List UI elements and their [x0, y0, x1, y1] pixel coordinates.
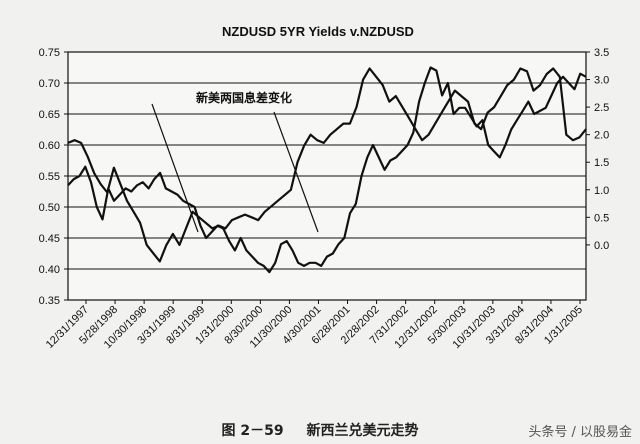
series-group [67, 66, 587, 274]
right-axis-ticks: 0.0 0.5 1.0 1.5 2.0 2.5 3.0 3.5 [586, 47, 609, 252]
annotation-arrow-right [273, 111, 319, 233]
right-tick-label: 1.5 [594, 157, 609, 169]
watermark: 头条号 / 以股易金 [528, 425, 632, 440]
left-tick-label: 0.75 [39, 47, 60, 59]
right-tick-label: 3.0 [594, 75, 609, 87]
left-tick-label: 0.35 [39, 295, 60, 307]
chart-title: NZDUSD 5YR Yields v.NZDUSD [222, 24, 414, 39]
left-tick-label: 0.40 [39, 264, 60, 276]
right-tick-label: 3.5 [594, 47, 609, 59]
right-tick-label: 0.0 [594, 240, 609, 252]
right-tick-label: 0.5 [594, 212, 609, 224]
right-tick-label: 2.0 [594, 130, 609, 142]
series-line-nzdusd [67, 66, 587, 274]
left-tick-label: 0.45 [39, 233, 60, 245]
left-tick-label: 0.65 [39, 109, 60, 121]
left-tick-label: 0.55 [39, 171, 60, 183]
annotation-group: 新美两国息差变化 [151, 90, 319, 233]
right-tick-label: 1.0 [594, 185, 609, 197]
figure-caption: 图 2－59 新西兰兑美元走势 [0, 420, 640, 440]
caption-number: 图 2－59 [221, 423, 284, 439]
series-line-yield-spread [67, 67, 587, 263]
left-axis-ticks: 0.35 0.40 0.45 0.50 0.55 0.60 0.65 0.70 0.75 [39, 47, 68, 307]
annotation-text: 新美两国息差变化 [196, 90, 292, 105]
left-tick-label: 0.50 [39, 202, 60, 214]
right-tick-label: 2.5 [594, 102, 609, 114]
grid-lines [68, 82, 586, 270]
left-tick-label: 0.70 [39, 78, 60, 90]
x-axis-ticks: 12/31/19975/28/199810/30/19983/31/19998/… [44, 300, 585, 351]
annotation-arrow-left [151, 103, 199, 233]
caption-text: 新西兰兑美元走势 [306, 423, 419, 439]
left-tick-label: 0.60 [39, 140, 60, 152]
